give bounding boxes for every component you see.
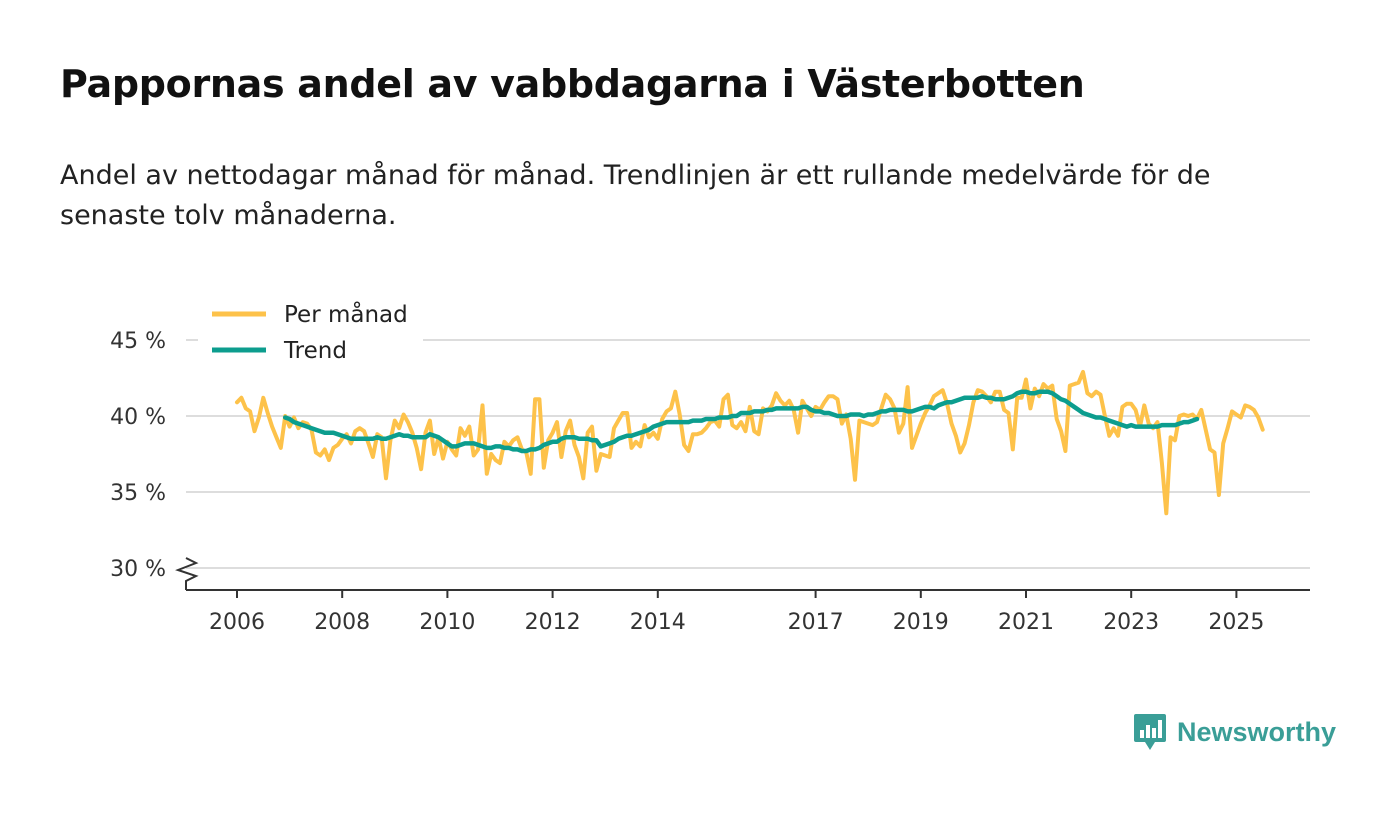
y-tick-label: 40 % [110, 405, 166, 430]
brand-name: Newsworthy [1177, 716, 1337, 747]
y-tick-label: 35 % [110, 481, 166, 506]
legend-label-per-manad: Per månad [284, 300, 408, 328]
x-tick-label: 2010 [419, 610, 475, 635]
chart-title: Pappornas andel av vabbdagarna i Västerb… [60, 62, 1085, 106]
gridlines [186, 339, 1310, 569]
x-tick-label: 2025 [1208, 610, 1264, 635]
y-tick-label: 45 % [110, 329, 166, 354]
chart-subtitle: Andel av nettodagar månad för månad. Tre… [60, 160, 1211, 231]
x-tick-label: 2023 [1103, 610, 1159, 635]
x-tick-label: 2019 [893, 610, 949, 635]
x-tick-label: 2014 [630, 610, 686, 635]
brand-logo: Newsworthy [1133, 712, 1336, 752]
x-tick-label: 2017 [788, 610, 844, 635]
y-axis-break [175, 557, 199, 590]
series-lines [235, 369, 1265, 516]
x-tick-label: 2008 [314, 610, 370, 635]
series-line-trend [282, 389, 1200, 454]
y-tick-label: 30 % [110, 557, 166, 582]
legend-label-trend: Trend [283, 338, 347, 364]
legend: Per månad Trend [198, 292, 423, 372]
x-tick-label: 2006 [209, 610, 265, 635]
series-line-per-manad [235, 369, 1265, 516]
newsworthy-logo-icon [1134, 714, 1166, 750]
legend-background [198, 292, 423, 372]
x-tick-label: 2021 [998, 610, 1054, 635]
axes: 30 % 35 % 40 % 45 % 2006 2008 2010 2012 2014 2017… [110, 329, 1310, 635]
x-tick-label: 2012 [525, 610, 581, 635]
